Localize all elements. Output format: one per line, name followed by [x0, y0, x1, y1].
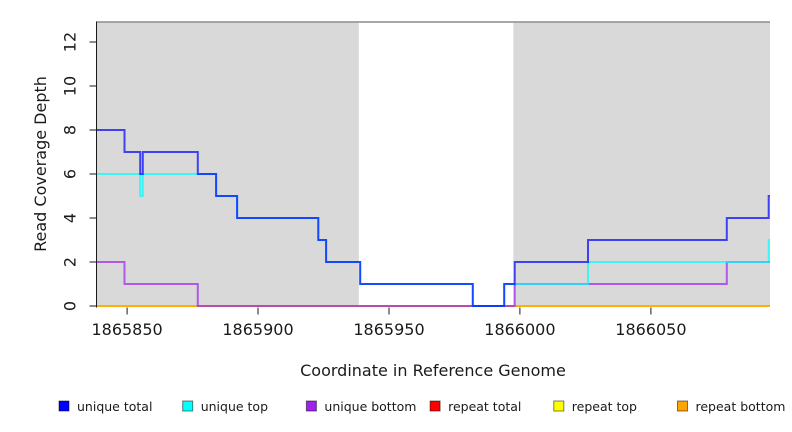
legend-swatch-unique-bottom: [305, 400, 317, 412]
axes: 1865850 1865900 1865950 1866000 1866050 0 2 4 6 8…: [61, 21, 687, 339]
y-tick-label: 4: [61, 213, 80, 223]
y-tick-label: 10: [61, 76, 80, 96]
x-axis-title: Coordinate in Reference Genome: [300, 361, 566, 380]
y-tick-label: 8: [61, 125, 80, 135]
x-tick-label: 1865900: [222, 320, 293, 339]
legend-label: unique total: [77, 399, 152, 414]
legend-swatch-repeat-bottom: [677, 400, 688, 412]
background-band: [97, 22, 359, 307]
background-band: [513, 22, 770, 307]
series-line-unique-bottom: [97, 261, 770, 307]
series-line-unique-total: [97, 129, 770, 307]
x-tick-label: 1865950: [353, 320, 424, 339]
series-lines: [97, 129, 770, 307]
y-tick-label: 12: [61, 32, 80, 52]
legend: unique total unique top unique bottom repea…: [58, 399, 786, 414]
x-tick-label: 1866050: [615, 320, 686, 339]
legend-swatch-unique-top: [182, 400, 194, 412]
legend-label: repeat total: [448, 399, 521, 414]
y-tick-label: 6: [61, 169, 80, 179]
y-axis-title: Read Coverage Depth: [31, 76, 50, 252]
legend-label: repeat bottom: [696, 399, 786, 414]
legend-swatch-repeat-total: [429, 400, 441, 412]
y-tick-label: 0: [61, 301, 80, 311]
legend-label: repeat top: [572, 399, 637, 414]
background-band: [358, 22, 514, 307]
legend-label: unique top: [201, 399, 268, 414]
x-tick-label: 1866000: [484, 320, 555, 339]
x-tick-label: 1865850: [91, 320, 162, 339]
plot-background-bands: [97, 22, 770, 307]
legend-swatch-repeat-top: [553, 400, 565, 412]
legend-swatch-unique-total: [58, 400, 70, 412]
legend-label: unique bottom: [324, 399, 416, 414]
y-tick-label: 2: [61, 257, 80, 267]
